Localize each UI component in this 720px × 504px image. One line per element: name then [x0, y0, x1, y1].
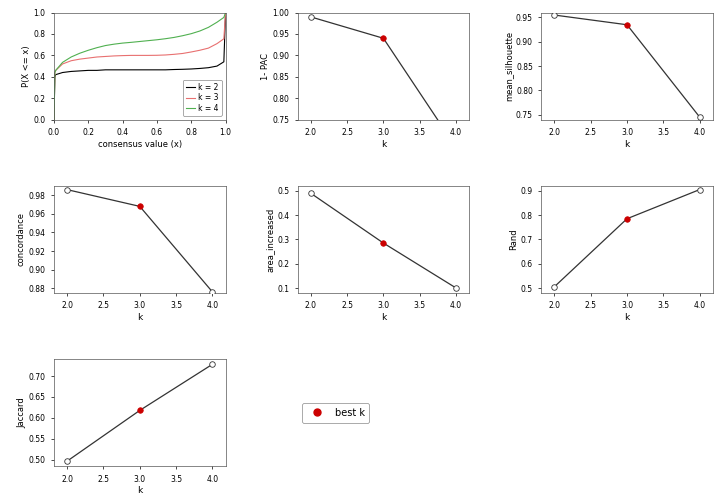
X-axis label: k: k: [381, 140, 386, 149]
Y-axis label: Rand: Rand: [509, 229, 518, 250]
Y-axis label: P(X <= x): P(X <= x): [22, 45, 31, 87]
Legend: best k: best k: [302, 403, 369, 422]
X-axis label: k: k: [624, 140, 630, 149]
Legend: k = 2, k = 3, k = 4: k = 2, k = 3, k = 4: [183, 80, 222, 116]
X-axis label: consensus value (x): consensus value (x): [98, 140, 182, 149]
Y-axis label: concordance: concordance: [17, 212, 26, 267]
X-axis label: k: k: [137, 486, 143, 495]
Y-axis label: 1- PAC: 1- PAC: [261, 52, 269, 80]
X-axis label: k: k: [624, 313, 630, 322]
Y-axis label: mean_silhouette: mean_silhouette: [504, 31, 513, 101]
X-axis label: k: k: [381, 313, 386, 322]
Y-axis label: area_increased: area_increased: [266, 207, 274, 272]
Y-axis label: Jaccard: Jaccard: [17, 397, 26, 428]
X-axis label: k: k: [137, 313, 143, 322]
